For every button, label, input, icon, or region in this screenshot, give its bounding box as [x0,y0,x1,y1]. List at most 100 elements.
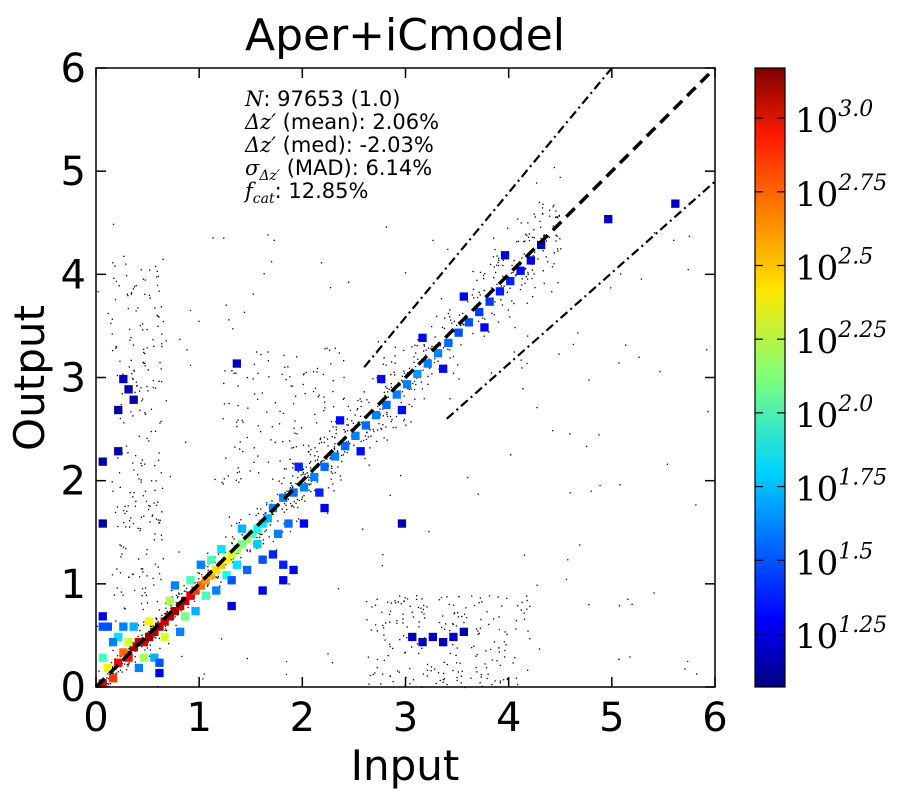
scatter-point [376,630,378,632]
scatter-point [154,465,156,467]
scatter-point [224,370,226,372]
scatter-point [141,465,143,467]
scatter-point [402,622,404,624]
scatter-point [262,514,265,516]
density-cell [248,529,257,538]
scatter-point [249,470,251,472]
x-tick-label: 2 [290,695,315,741]
scatter-point [457,616,459,618]
scatter-point [329,454,331,456]
scatter-point [125,526,127,528]
density-cell [181,612,190,621]
scatter-point [404,651,406,653]
scatter-point [417,339,419,341]
scatter-point [273,239,275,241]
density-cell [145,632,154,642]
scatter-point [330,478,332,480]
density-cell [165,596,174,605]
scatter-point [404,652,406,654]
scatter-point [362,528,364,530]
colorbar-tick-base: 10 [795,101,838,141]
scatter-point [158,522,161,524]
scatter-point [496,660,498,662]
scatter-point [170,605,172,607]
density-cell [103,622,112,631]
scatter-point [410,421,412,423]
density-cell [186,591,195,600]
scatter-point [513,302,515,305]
scatter-point [149,625,152,627]
scatter-point [527,271,529,274]
density-cell [604,215,613,224]
scatter-point [525,233,527,235]
scatter-point [310,448,312,451]
density-cell [217,545,226,554]
scatter-point [295,502,297,504]
scatter-point [506,291,508,293]
scatter-point [537,258,539,260]
scatter-point [431,373,433,375]
scatter-point [183,590,185,592]
scatter-point [261,533,263,535]
scatter-point [510,272,513,274]
scatter-point [344,431,346,433]
scatter-point [112,490,114,492]
density-cell [361,421,370,430]
scatter-point [428,531,430,533]
scatter-point [260,431,262,433]
scatter-point [158,380,160,382]
density-cell [258,555,267,564]
scatter-point [491,683,493,686]
scatter-point [493,618,495,620]
scatter-point [498,651,500,653]
scatter-point [519,288,522,291]
scatter-point [225,563,227,566]
y-axis-ticks: 0 1 2 3 4 5 6 [61,46,715,711]
scatter-point [97,291,99,293]
scatter-point [493,641,496,643]
scatter-point [137,624,139,626]
scatter-point [557,250,559,252]
scatter-point [527,669,529,671]
scatter-point [523,240,525,243]
scatter-point [443,661,445,663]
colorbar-tick-base: 10 [795,175,838,215]
scatter-point [207,584,209,586]
scatter-point [115,672,117,674]
density-cell [279,576,288,585]
scatter-point [424,617,426,619]
scatter-point [159,422,161,424]
scatter-point [127,651,129,653]
scatter-point [130,359,132,361]
scatter-point [120,404,122,406]
scatter-point [531,269,534,271]
scatter-point [155,504,158,506]
scatter-point [138,478,140,480]
scatter-point [484,272,486,275]
scatter-point [189,309,192,312]
scatter-point [420,381,423,383]
scatter-point [599,484,601,487]
scatter-point [140,516,143,518]
scatter-point [130,517,132,519]
scatter-point [135,284,137,287]
scatter-point [391,419,393,421]
scatter-point [444,628,446,630]
scatter-point [543,234,545,236]
scatter-point [288,490,290,492]
scatter-point [310,461,312,463]
scatter-point [442,615,444,617]
y-tick-label: 5 [61,149,86,195]
density-cell [439,364,448,373]
scatter-point [496,283,498,285]
scatter-point [394,600,396,602]
scatter-point [253,461,255,463]
scatter-point [542,250,544,252]
scatter-point [440,596,443,599]
scatter-point [292,467,294,469]
scatter-point [181,593,183,595]
scatter-point [500,285,503,287]
scatter-point [509,316,511,318]
scatter-point [248,513,251,516]
scatter-point [525,276,527,278]
